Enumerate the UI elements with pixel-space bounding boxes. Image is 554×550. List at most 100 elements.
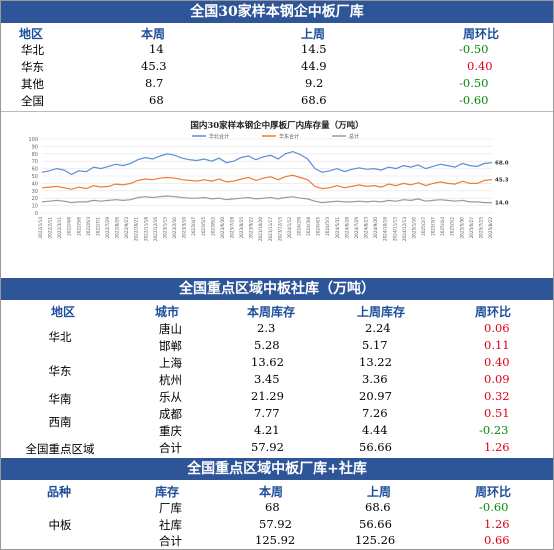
legend-label: 总计	[349, 133, 359, 140]
table-row: 重庆 4.21 4.44 -0.23	[1, 423, 553, 439]
city-cell: 乐从	[159, 390, 182, 404]
value-cell: 2.24	[365, 321, 391, 335]
value-cell: 68	[149, 93, 164, 107]
x-tick-label: 2025/3/7	[431, 217, 436, 236]
region-cell: 华北	[48, 330, 72, 344]
value-cell: 45.3	[141, 59, 167, 73]
table-row: 社库 57.92 56.66 1.26	[1, 517, 553, 533]
y-tick-label: 100	[28, 137, 38, 143]
wow-cell: 0.06	[484, 321, 510, 335]
end-value-label: 45.3	[495, 177, 509, 183]
x-tick-label: 2022/11/18	[143, 217, 148, 241]
region-cell: 其他	[21, 77, 44, 91]
city-cell: 重庆	[159, 424, 182, 438]
col-wow: 周环比	[475, 485, 512, 499]
wow-cell: 0.09	[484, 372, 510, 386]
value-cell: 5.17	[362, 338, 388, 352]
value-cell: 14	[149, 42, 164, 56]
section1-header-row: 地区 本周 上周 周环比	[1, 25, 553, 41]
value-cell: 4.21	[254, 423, 280, 437]
table-row: 合计 125.92 125.26 0.66	[1, 533, 553, 549]
x-tick-label: 2024/7/26	[354, 217, 359, 239]
table-row: 邯郸 5.28 5.17 0.11	[1, 338, 553, 354]
wow-cell: 0.40	[484, 355, 510, 369]
section1-title: 全国30家样本钢企中板厂库	[1, 1, 553, 23]
table-row: 乐从 21.29 20.97 0.32	[1, 389, 553, 405]
value-cell: 7.26	[362, 406, 388, 420]
value-cell: 56.66	[359, 440, 392, 454]
x-tick-label: 2024/10/18	[383, 217, 388, 241]
y-tick-label: 60	[32, 167, 38, 173]
value-cell: 7.77	[254, 406, 280, 420]
x-tick-label: 2025/8/22	[488, 217, 493, 239]
x-tick-label: 2024/6/28	[344, 217, 349, 239]
value-cell: 125.26	[355, 533, 396, 547]
stock-type-cell: 合计	[159, 534, 182, 548]
wow-cell: 1.26	[484, 517, 510, 531]
series-line	[41, 174, 493, 190]
x-tick-label: 2022/5/6	[76, 217, 81, 236]
value-cell: 14.5	[301, 42, 327, 56]
section3-header-row: 品种 库存 本周 上周 周环比	[1, 483, 553, 499]
y-tick-label: 30	[32, 189, 38, 195]
x-tick-label: 2025/6/27	[469, 217, 474, 239]
value-cell: 13.62	[251, 355, 284, 369]
wow-cell: 1.26	[484, 440, 510, 454]
table-row: 厂库 68 68.6 -0.60	[1, 500, 553, 516]
table-row: 华北 14 14.5 -0.50	[1, 42, 553, 58]
wow-cell: -0.60	[479, 500, 509, 514]
wow-cell: 0.11	[484, 338, 510, 352]
col-wow: 周环比	[463, 27, 500, 41]
value-cell: 9.2	[305, 76, 324, 90]
x-tick-label: 2024/12/13	[402, 217, 407, 241]
table-row: 成都 7.77 7.26 0.51	[1, 406, 553, 422]
value-cell: 3.36	[362, 372, 388, 386]
x-tick-label: 2024/8/23	[364, 217, 369, 239]
x-tick-label: 2022/1/14	[38, 217, 43, 239]
x-tick-label: 2024/4/5	[316, 217, 321, 236]
value-cell: 44.9	[301, 59, 327, 73]
city-cell: 杭州	[159, 373, 182, 387]
x-tick-label: 2025/4/4	[440, 217, 445, 236]
x-tick-label: 2023/6/2	[210, 217, 215, 236]
table-row: 全国 68 68.6 -0.60	[1, 93, 553, 109]
x-tick-label: 2023/9/22	[249, 217, 254, 239]
series-line	[41, 195, 492, 204]
city-cell: 合计	[159, 441, 182, 455]
x-tick-label: 2024/9/20	[373, 217, 378, 239]
table-row: 合计 57.92 56.66 1.26	[1, 440, 553, 456]
value-cell: 13.22	[359, 355, 392, 369]
col-product: 品种	[47, 485, 72, 499]
value-cell: 5.28	[254, 338, 280, 352]
value-cell: 8.7	[145, 76, 164, 90]
wow-cell: 0.40	[467, 59, 493, 73]
y-tick-label: 90	[32, 144, 38, 150]
col-this-week: 本周	[259, 485, 284, 499]
y-tick-label: 80	[32, 152, 38, 158]
x-tick-label: 2025/5/30	[459, 217, 464, 239]
chart-title: 国内30家样本钢企中厚板厂内库存量（万吨）	[190, 120, 363, 131]
x-tick-label: 2022/6/3	[86, 217, 91, 236]
wow-cell: 0.32	[484, 389, 510, 403]
legend-label: 华东合计	[279, 133, 299, 140]
col-wow: 周环比	[475, 305, 512, 319]
region-cell: 西南	[48, 415, 72, 429]
table-row: 杭州 3.45 3.36 0.09	[1, 372, 553, 388]
wow-cell: 0.51	[484, 406, 510, 420]
y-tick-label: 0	[35, 211, 38, 217]
x-tick-label: 2022/8/26	[115, 217, 120, 239]
col-region: 地区	[51, 305, 76, 319]
x-tick-label: 2023/6/30	[220, 217, 225, 239]
x-tick-label: 2024/2/9	[297, 217, 302, 236]
series-line	[41, 150, 493, 176]
y-tick-label: 70	[32, 159, 38, 165]
value-cell: 68.6	[301, 93, 327, 107]
wow-cell: 0.66	[484, 533, 510, 547]
x-tick-label: 2023/2/10	[172, 217, 177, 239]
x-tick-label: 2024/1/12	[287, 217, 292, 239]
end-value-label: 68.0	[495, 161, 509, 167]
stock-type-cell: 厂库	[159, 501, 182, 515]
x-tick-label: 2023/12/15	[277, 217, 282, 241]
x-tick-label: 2022/4/8	[67, 217, 72, 236]
col-stock-type: 库存	[155, 485, 180, 499]
